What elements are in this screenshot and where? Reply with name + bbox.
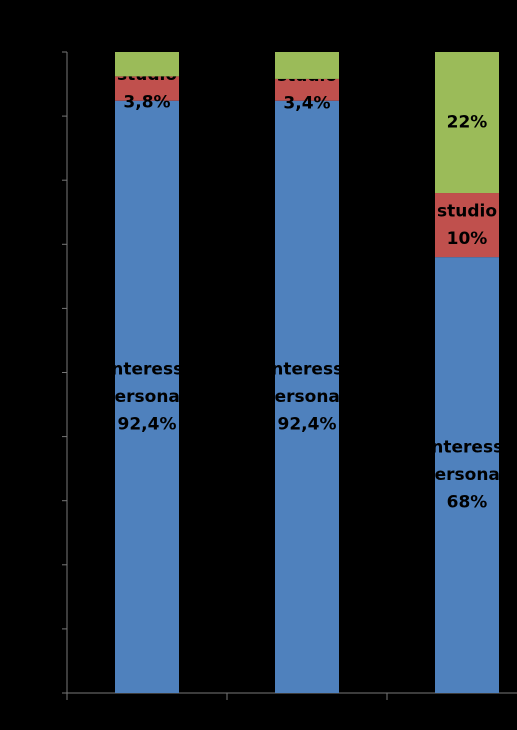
segment-label: Interessi bbox=[105, 359, 189, 379]
bar-segment bbox=[435, 52, 499, 194]
segment-label: Interessi bbox=[265, 359, 349, 379]
bar-segment bbox=[275, 52, 339, 79]
segment-label: personali bbox=[262, 387, 351, 407]
data-label: 3,8% bbox=[123, 92, 170, 112]
data-label: 22% bbox=[447, 113, 488, 133]
data-label: 3,4% bbox=[283, 94, 330, 114]
bar-segment bbox=[275, 100, 339, 693]
data-label: 92,4% bbox=[278, 414, 337, 434]
segment-label: studio bbox=[437, 201, 497, 221]
data-label: 10% bbox=[447, 229, 488, 249]
bar-segment bbox=[435, 193, 499, 258]
segment-label: Interessi bbox=[425, 438, 509, 458]
segment-label: personali bbox=[102, 387, 191, 407]
segment-label: personali bbox=[422, 465, 511, 485]
data-label: 68% bbox=[447, 493, 488, 513]
bar-segment bbox=[435, 257, 499, 693]
bar-segment bbox=[115, 52, 179, 77]
bar-segment bbox=[275, 78, 339, 101]
bar-segment bbox=[115, 76, 179, 101]
data-label: 92,4% bbox=[118, 414, 177, 434]
bar-segment bbox=[115, 100, 179, 693]
